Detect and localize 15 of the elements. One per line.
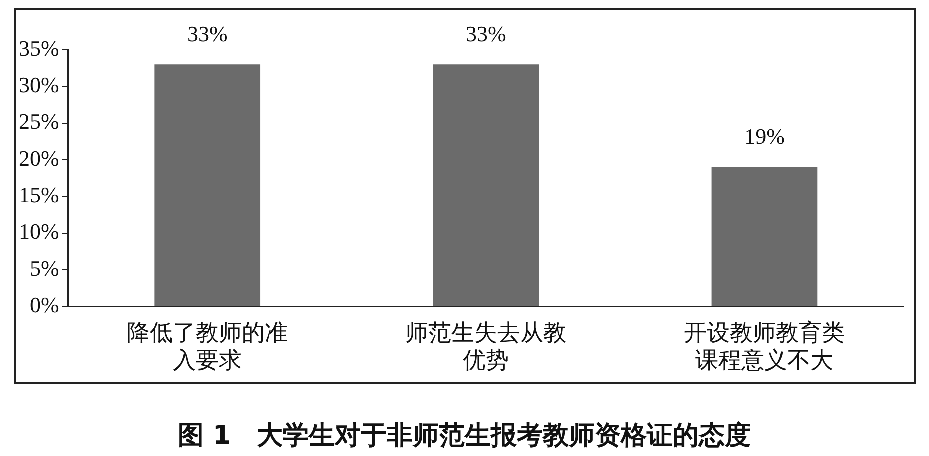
- data-label: 33%: [187, 21, 228, 46]
- data-label: 19%: [744, 124, 785, 150]
- y-tick-label: 5%: [30, 256, 60, 281]
- text: 图 1 大学生对于非师范生报考教师资格证的态度: [176, 420, 752, 453]
- data-label: 33%: [466, 21, 506, 46]
- y-tick-label: 25%: [19, 109, 60, 134]
- y-tick-label: 30%: [19, 72, 60, 98]
- x-tick-label: 降低了教师的准入要求: [127, 320, 288, 374]
- y-tick-label: 20%: [19, 146, 60, 171]
- y-tick-label: 0%: [30, 292, 60, 318]
- x-tick-label: 师范生失去从教优势: [406, 320, 567, 374]
- x-tick-label: 开设教师教育类课程意义不大: [684, 320, 846, 374]
- y-tick-label: 15%: [19, 182, 60, 208]
- y-tick-label: 35%: [19, 36, 60, 61]
- y-tick-label: 10%: [19, 219, 60, 244]
